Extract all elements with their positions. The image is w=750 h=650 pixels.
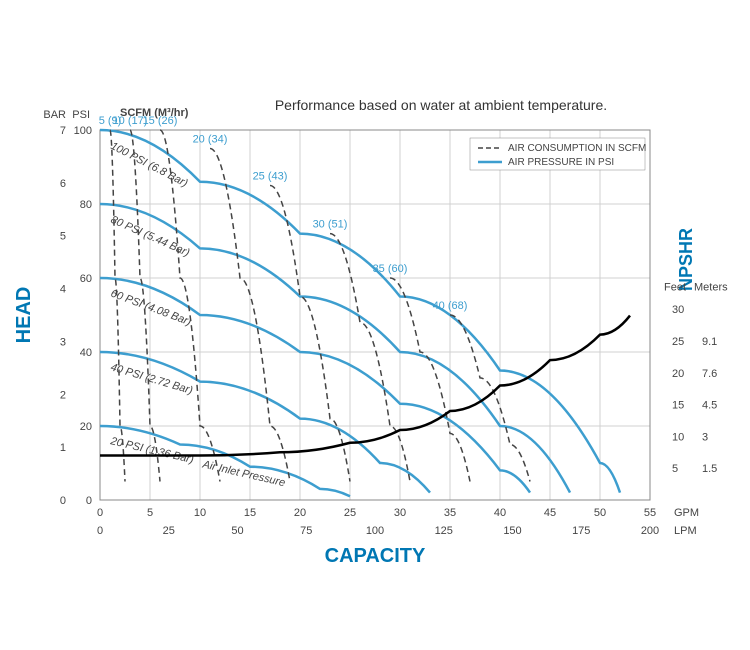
svg-text:20 (34): 20 (34) — [193, 134, 228, 146]
svg-text:0: 0 — [86, 495, 92, 507]
svg-text:35: 35 — [444, 507, 456, 519]
svg-text:175: 175 — [572, 525, 590, 537]
svg-text:55: 55 — [644, 507, 656, 519]
svg-text:60 PSI (4.08 Bar): 60 PSI (4.08 Bar) — [109, 288, 193, 329]
svg-text:7.6: 7.6 — [702, 368, 717, 380]
svg-text:5: 5 — [672, 463, 678, 475]
svg-text:3: 3 — [60, 336, 66, 348]
svg-text:80: 80 — [80, 199, 92, 211]
svg-text:20: 20 — [672, 368, 684, 380]
svg-text:0: 0 — [97, 507, 103, 519]
svg-text:HEAD: HEAD — [13, 287, 35, 344]
svg-text:200: 200 — [641, 525, 659, 537]
svg-text:BAR: BAR — [43, 109, 66, 121]
svg-text:6: 6 — [60, 178, 66, 190]
svg-text:40 PSI (2.72 Bar): 40 PSI (2.72 Bar) — [109, 361, 194, 397]
svg-text:10: 10 — [194, 507, 206, 519]
svg-text:1.5: 1.5 — [702, 463, 717, 475]
svg-text:35 (60): 35 (60) — [373, 263, 408, 275]
svg-text:25: 25 — [344, 507, 356, 519]
svg-text:125: 125 — [435, 525, 453, 537]
svg-text:0: 0 — [60, 495, 66, 507]
svg-text:15: 15 — [244, 507, 256, 519]
svg-text:40: 40 — [494, 507, 506, 519]
svg-text:60: 60 — [80, 273, 92, 285]
svg-text:LPM: LPM — [674, 525, 697, 537]
svg-text:5: 5 — [147, 507, 153, 519]
svg-text:40 (68): 40 (68) — [433, 300, 468, 312]
svg-text:25: 25 — [672, 336, 684, 348]
svg-text:1: 1 — [60, 442, 66, 454]
svg-text:AIR CONSUMPTION IN SCFM: AIR CONSUMPTION IN SCFM — [508, 143, 646, 154]
svg-text:10: 10 — [672, 431, 684, 443]
svg-text:Feet: Feet — [664, 282, 686, 294]
svg-text:15: 15 — [672, 400, 684, 412]
svg-text:150: 150 — [503, 525, 521, 537]
svg-text:20 PSI (1.36 Bar): 20 PSI (1.36 Bar) — [108, 435, 195, 466]
svg-text:30: 30 — [672, 304, 684, 316]
svg-text:CAPACITY: CAPACITY — [325, 545, 426, 567]
svg-text:30: 30 — [394, 507, 406, 519]
svg-text:2: 2 — [60, 389, 66, 401]
svg-text:50: 50 — [231, 525, 243, 537]
svg-text:40: 40 — [80, 347, 92, 359]
svg-text:25 (43): 25 (43) — [253, 171, 288, 183]
pump-curve-chart: 020406080100PSI01234567BARHEAD0510152025… — [0, 0, 750, 650]
svg-text:PSI: PSI — [72, 109, 90, 121]
svg-text:Performance based on water at: Performance based on water at ambient te… — [275, 97, 607, 113]
svg-text:25: 25 — [163, 525, 175, 537]
svg-text:50: 50 — [594, 507, 606, 519]
svg-text:Meters: Meters — [694, 282, 728, 294]
svg-text:5: 5 — [60, 231, 66, 243]
svg-text:3: 3 — [702, 431, 708, 443]
svg-text:30 (51): 30 (51) — [313, 219, 348, 231]
svg-text:20: 20 — [294, 507, 306, 519]
svg-text:20: 20 — [80, 421, 92, 433]
svg-text:4.5: 4.5 — [702, 400, 717, 412]
svg-text:9.1: 9.1 — [702, 336, 717, 348]
svg-text:75: 75 — [300, 525, 312, 537]
svg-text:7: 7 — [60, 125, 66, 137]
svg-text:4: 4 — [60, 284, 66, 296]
svg-text:100: 100 — [74, 125, 92, 137]
svg-text:15 (26): 15 (26) — [143, 115, 178, 127]
svg-text:0: 0 — [97, 525, 103, 537]
svg-text:100: 100 — [366, 525, 384, 537]
svg-text:45: 45 — [544, 507, 556, 519]
svg-text:AIR PRESSURE IN PSI: AIR PRESSURE IN PSI — [508, 157, 614, 168]
chart-svg: 020406080100PSI01234567BARHEAD0510152025… — [0, 0, 750, 650]
svg-text:GPM: GPM — [674, 507, 699, 519]
svg-text:100 PSI (6.8 Bar): 100 PSI (6.8 Bar) — [109, 140, 190, 190]
